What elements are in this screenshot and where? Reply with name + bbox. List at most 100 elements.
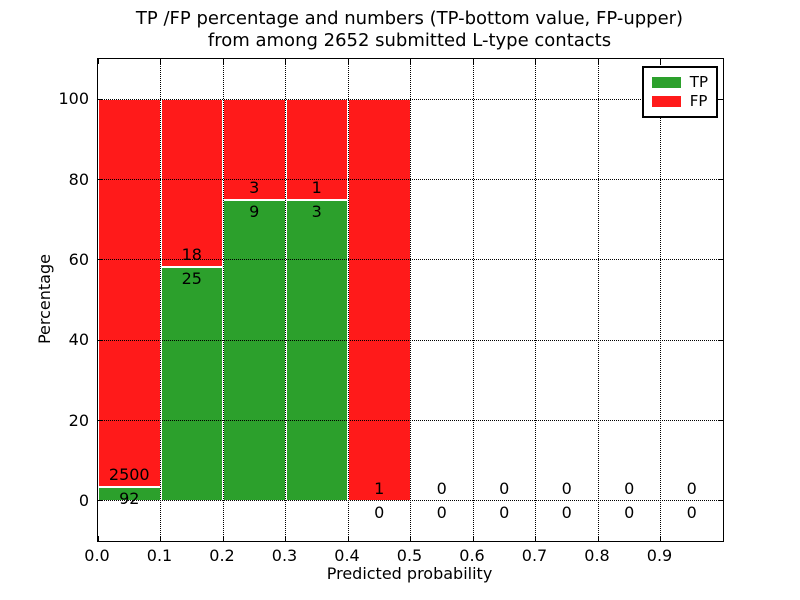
tp-count-annotation: 3: [311, 201, 322, 221]
x-gridline: [660, 59, 661, 541]
y-tick-label: 100: [58, 89, 89, 109]
chart-title-line1: TP /FP percentage and numbers (TP-bottom…: [135, 8, 684, 29]
y-gridline: [98, 420, 723, 421]
fp-count-annotation: 0: [436, 478, 447, 498]
y-gridline: [98, 259, 723, 261]
x-tick-mark: [660, 536, 661, 541]
y-tick-mark: [98, 179, 103, 180]
x-tick-mark-top: [410, 59, 411, 64]
x-tick-mark-top: [535, 59, 536, 64]
fp-count-annotation: 0: [624, 478, 635, 498]
x-tick-mark: [597, 536, 599, 541]
tp-count-annotation: 0: [374, 502, 385, 522]
y-tick-mark: [98, 259, 103, 261]
fp-count-annotation: 0: [686, 478, 697, 498]
x-axis-label: Predicted probability: [326, 564, 493, 583]
x-tick-label: 0.7: [521, 546, 548, 565]
y-tick-mark-right: [718, 179, 723, 180]
y-tick-label: 0: [78, 490, 89, 510]
y-gridline: [98, 500, 723, 502]
x-gridline: [160, 59, 161, 541]
x-tick-label: 0.3: [271, 546, 298, 565]
y-tick-label: 20: [68, 410, 89, 430]
x-tick-mark-top: [160, 59, 161, 64]
x-tick-label: 0.0: [84, 546, 110, 565]
y-tick-label: 60: [68, 249, 89, 269]
y-tick-mark: [98, 98, 103, 100]
y-tick-label: 40: [68, 330, 89, 350]
fp-count-annotation: 1: [311, 177, 322, 197]
fp-legend-label: FP: [689, 92, 708, 110]
x-tick-mark: [472, 536, 474, 541]
y-tick-mark-right: [718, 339, 723, 341]
tp-count-annotation: 0: [436, 502, 447, 522]
chart-title: TP /FP percentage and numbers (TP-bottom…: [97, 8, 722, 52]
y-tick-mark: [98, 420, 103, 421]
x-gridline: [347, 59, 349, 541]
legend-item-tp: TP: [651, 73, 708, 92]
tp-count-annotation: 0: [686, 502, 697, 522]
tp-count-annotation: 0: [561, 502, 572, 522]
x-tick-mark: [160, 536, 161, 541]
fp-count-annotation: 0: [499, 478, 510, 498]
x-tick-mark-top: [597, 59, 599, 64]
y-tick-mark: [98, 339, 103, 341]
x-tick-label: 0.9: [646, 546, 673, 565]
fp-count-annotation: 3: [249, 177, 260, 197]
x-tick-mark: [410, 536, 411, 541]
x-tick-label: 0.4: [334, 546, 360, 565]
x-gridline: [597, 59, 599, 541]
y-tick-mark-right: [718, 98, 723, 100]
x-tick-mark: [535, 536, 536, 541]
chart-title-line2: from among 2652 submitted L-type contact…: [207, 30, 612, 51]
y-axis-label: Percentage: [35, 254, 54, 345]
fp-count-annotation: 18: [181, 245, 202, 265]
x-gridline: [222, 59, 224, 541]
fp-bar-segment: [348, 99, 411, 501]
tp-legend-label: TP: [689, 73, 708, 91]
fp-count-annotation: 1: [374, 478, 385, 498]
x-tick-mark-top: [222, 59, 224, 64]
tp-count-annotation: 25: [181, 269, 202, 289]
x-tick-label: 0.6: [459, 546, 485, 565]
x-tick-mark: [222, 536, 224, 541]
x-gridline: [285, 59, 286, 541]
tp-bar-segment: [160, 267, 223, 501]
x-tick-mark-top: [97, 59, 99, 64]
x-tick-label: 0.5: [396, 546, 423, 565]
tp-legend-swatch: [651, 77, 681, 88]
x-tick-mark-top: [347, 59, 349, 64]
x-tick-label: 0.1: [146, 546, 173, 565]
tp-count-annotation: 0: [499, 502, 510, 522]
plot-area: 2500 92 18 25 3 9 1 3 1 0 0 0 0 0 0 0 0 0 0 0 TP FP: [97, 58, 724, 542]
x-tick-mark: [285, 536, 286, 541]
tp-count-annotation: 0: [624, 502, 635, 522]
x-gridline: [535, 59, 536, 541]
y-tick-mark-right: [718, 259, 723, 261]
fp-bar-segment: [98, 99, 161, 487]
y-tick-label: 80: [68, 169, 89, 189]
x-gridline: [472, 59, 474, 541]
x-tick-label: 0.8: [584, 546, 610, 565]
tp-count-annotation: 92: [119, 488, 140, 508]
fp-count-annotation: 2500: [108, 464, 150, 484]
legend-item-fp: FP: [651, 92, 708, 111]
x-tick-mark: [97, 536, 99, 541]
tp-bar-segment: [285, 199, 348, 501]
y-gridline: [98, 179, 723, 180]
fp-legend-swatch: [651, 96, 681, 107]
fp-count-annotation: 0: [561, 478, 572, 498]
x-tick-mark-top: [285, 59, 286, 64]
x-tick-mark: [347, 536, 349, 541]
tp-bar-segment: [223, 199, 286, 501]
tp-count-annotation: 9: [249, 201, 260, 221]
fp-bar-segment: [160, 99, 223, 268]
y-tick-mark-right: [718, 420, 723, 421]
x-gridline: [410, 59, 411, 541]
y-gridline: [98, 339, 723, 341]
legend: TP FP: [641, 66, 718, 118]
x-tick-mark-top: [660, 59, 661, 64]
y-tick-mark-right: [718, 500, 723, 502]
x-tick-label: 0.2: [209, 546, 235, 565]
